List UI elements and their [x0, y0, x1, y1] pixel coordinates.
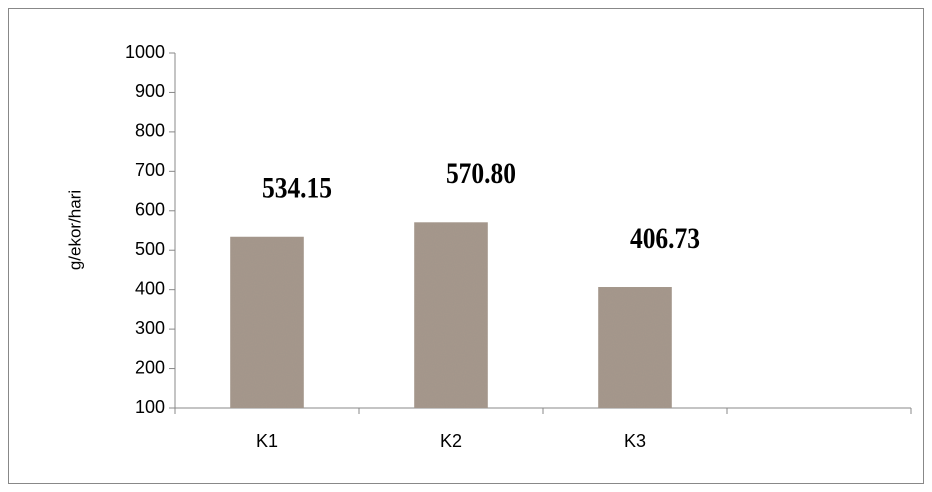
y-tick-label: 100 [135, 397, 165, 417]
y-tick-label: 600 [135, 200, 165, 220]
value-label: 406.73 [630, 222, 700, 255]
bar [230, 236, 304, 408]
y-tick-label: 300 [135, 318, 165, 338]
y-tick-label: 400 [135, 278, 165, 298]
y-tick-label: 500 [135, 239, 165, 259]
x-tick-label: K1 [256, 431, 278, 451]
bar [414, 222, 488, 408]
y-tick-label: 200 [135, 357, 165, 377]
x-tick-label: K3 [624, 431, 646, 451]
y-tick-label: 1000 [125, 42, 165, 62]
bar [598, 287, 672, 408]
value-label: 570.80 [446, 157, 516, 190]
value-label: 534.15 [262, 172, 332, 205]
x-tick-label: K2 [440, 431, 462, 451]
y-axis-title: g/ekor/hari [65, 190, 84, 270]
y-tick-label: 900 [135, 81, 165, 101]
y-tick-label: 700 [135, 160, 165, 180]
y-tick-label: 800 [135, 121, 165, 141]
